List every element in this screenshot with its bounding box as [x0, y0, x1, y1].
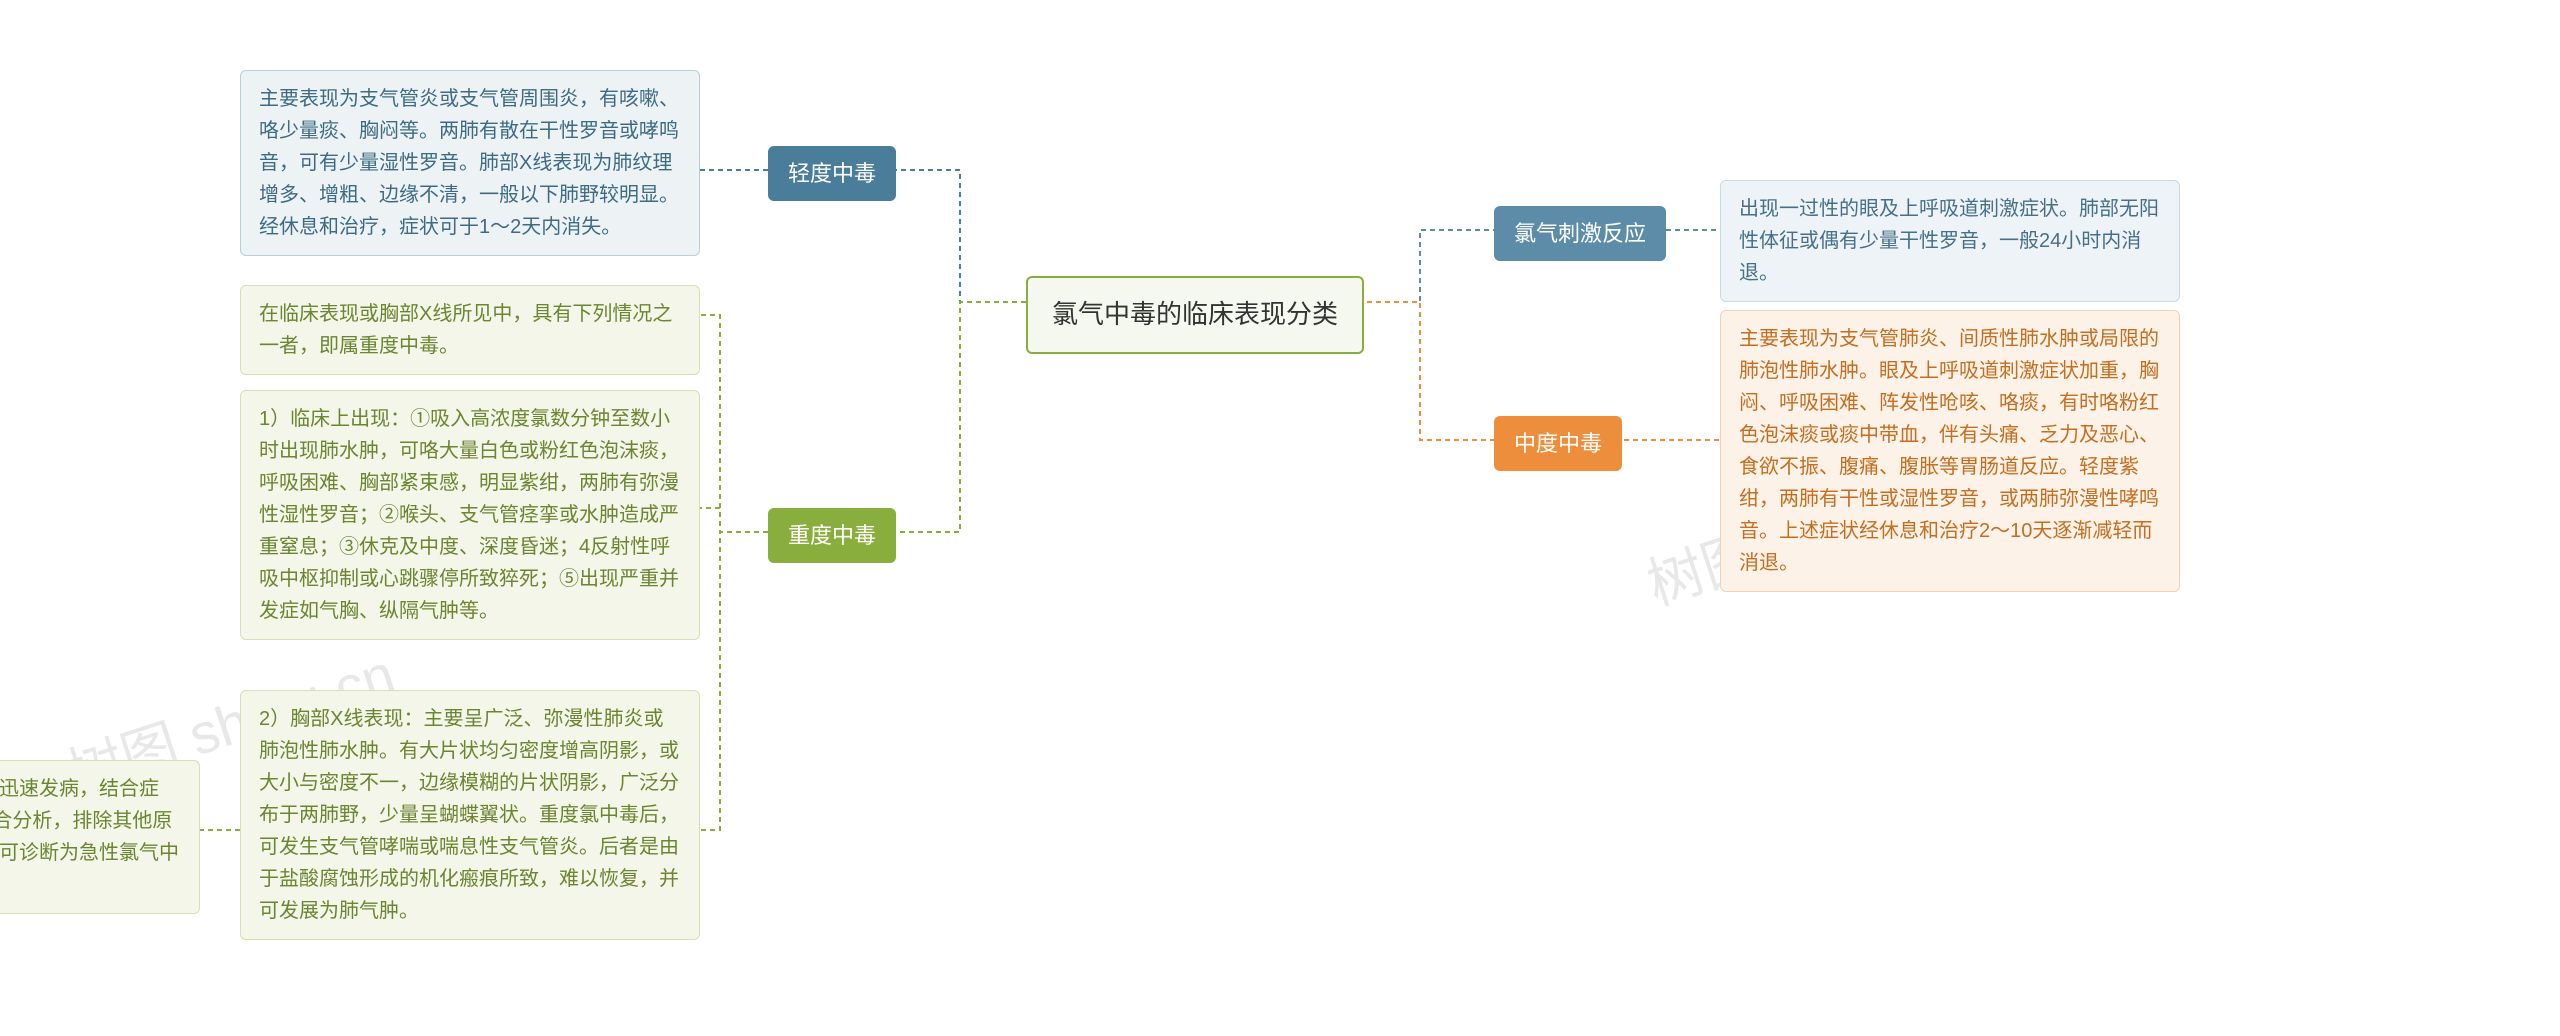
center-node: 氯气中毒的临床表现分类: [1026, 276, 1364, 354]
branch-severe: 重度中毒: [768, 508, 896, 563]
branch-irritation: 氯气刺激反应: [1494, 206, 1666, 261]
leaf-mild: 主要表现为支气管炎或支气管周围炎，有咳嗽、咯少量痰、胸闷等。两肺有散在干性罗音或…: [240, 70, 700, 256]
leaf-severe-2: 1）临床上出现：①吸入高浓度氯数分钟至数小时出现肺水肿，可咯大量白色或粉红色泡沫…: [240, 390, 700, 640]
leaf-severe-4: 根据短期内吸入大量氯气后迅速发病，结合症状、体征、胸部X线表现综合分析，排除其他…: [0, 760, 200, 914]
leaf-irritation: 出现一过性的眼及上呼吸道刺激症状。肺部无阳性体征或偶有少量干性罗音，一般24小时…: [1720, 180, 2180, 302]
leaf-moderate: 主要表现为支气管肺炎、间质性肺水肿或局限的肺泡性肺水肿。眼及上呼吸道刺激症状加重…: [1720, 310, 2180, 592]
branch-mild: 轻度中毒: [768, 146, 896, 201]
branch-moderate: 中度中毒: [1494, 416, 1622, 471]
leaf-severe-3: 2）胸部X线表现：主要呈广泛、弥漫性肺炎或肺泡性肺水肿。有大片状均匀密度增高阴影…: [240, 690, 700, 940]
leaf-severe-1: 在临床表现或胸部X线所见中，具有下列情况之一者，即属重度中毒。: [240, 285, 700, 375]
